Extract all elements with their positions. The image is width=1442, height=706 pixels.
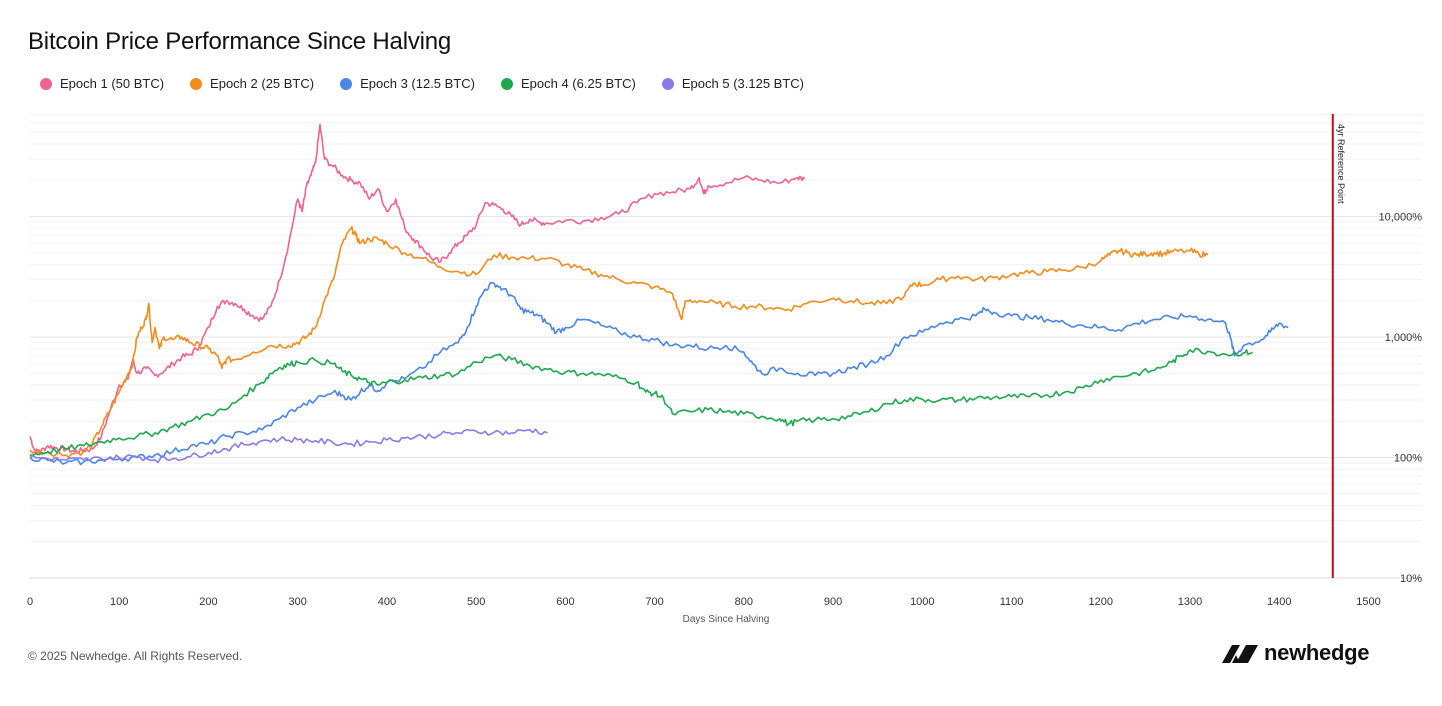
legend-dot-icon (661, 77, 674, 90)
legend-label: Epoch 1 (50 BTC) (60, 76, 165, 91)
x-tick-label: 600 (556, 596, 574, 608)
legend-dot-icon (190, 77, 203, 90)
series-line-epoch-2[interactable] (29, 225, 1209, 458)
x-tick-label: 700 (645, 596, 663, 608)
legend-dot-icon (340, 77, 353, 90)
reference-line-label: 4yr Reference Point (1336, 124, 1346, 204)
chart-title: Bitcoin Price Performance Since Halving (28, 28, 452, 55)
legend-dot-icon (40, 77, 52, 90)
x-axis-title: Days Since Halving (683, 614, 770, 625)
brand-logo[interactable]: newhedge (1222, 640, 1369, 666)
legend-item-epoch-5[interactable]: Epoch 5 (3.125 BTC) (661, 76, 804, 91)
legend-dot-icon (500, 77, 513, 90)
x-tick-label: 1100 (1000, 596, 1024, 608)
series-line-epoch-5[interactable] (29, 428, 548, 464)
legend-item-epoch-3[interactable]: Epoch 3 (12.5 BTC) (340, 76, 475, 91)
legend-item-epoch-1[interactable]: Epoch 1 (50 BTC) (40, 76, 164, 91)
x-tick-label: 300 (289, 596, 307, 608)
y-tick-label: 10,000% (1379, 212, 1423, 224)
x-tick-label: 100 (110, 596, 128, 608)
series-line-epoch-1[interactable] (29, 123, 806, 455)
x-tick-label: 1200 (1089, 596, 1113, 608)
y-tick-label: 100% (1394, 453, 1422, 465)
y-tick-label: 1,000% (1385, 332, 1423, 344)
legend-label: Epoch 4 (6.25 BTC) (520, 76, 636, 91)
x-tick-label: 1300 (1178, 596, 1202, 608)
copyright-text: © 2025 Newhedge. All Rights Reserved. (28, 649, 243, 663)
legend-label: Epoch 5 (3.125 BTC) (681, 76, 804, 91)
x-tick-label: 900 (824, 596, 842, 608)
series-line-epoch-3[interactable] (29, 281, 1289, 466)
legend-item-epoch-4[interactable]: Epoch 4 (6.25 BTC) (500, 76, 636, 91)
x-tick-label: 400 (378, 596, 396, 608)
x-tick-label: 200 (199, 596, 217, 608)
x-tick-label: 1000 (910, 596, 934, 608)
brand-name: newhedge (1264, 640, 1370, 665)
legend-item-epoch-2[interactable]: Epoch 2 (25 BTC) (190, 76, 314, 91)
x-tick-label: 0 (27, 596, 33, 608)
x-tick-label: 800 (735, 596, 753, 608)
y-tick-label: 10% (1400, 573, 1422, 585)
newhedge-logo-icon (1222, 645, 1258, 663)
legend-label: Epoch 3 (12.5 BTC) (360, 76, 475, 91)
legend-label: Epoch 2 (25 BTC) (210, 76, 315, 91)
series-line-epoch-4[interactable] (29, 347, 1253, 456)
x-tick-label: 500 (467, 596, 485, 608)
legend: Epoch 1 (50 BTC) Epoch 2 (25 BTC) Epoch … (40, 76, 830, 91)
x-tick-label: 1500 (1356, 596, 1380, 608)
x-tick-label: 1400 (1267, 596, 1291, 608)
